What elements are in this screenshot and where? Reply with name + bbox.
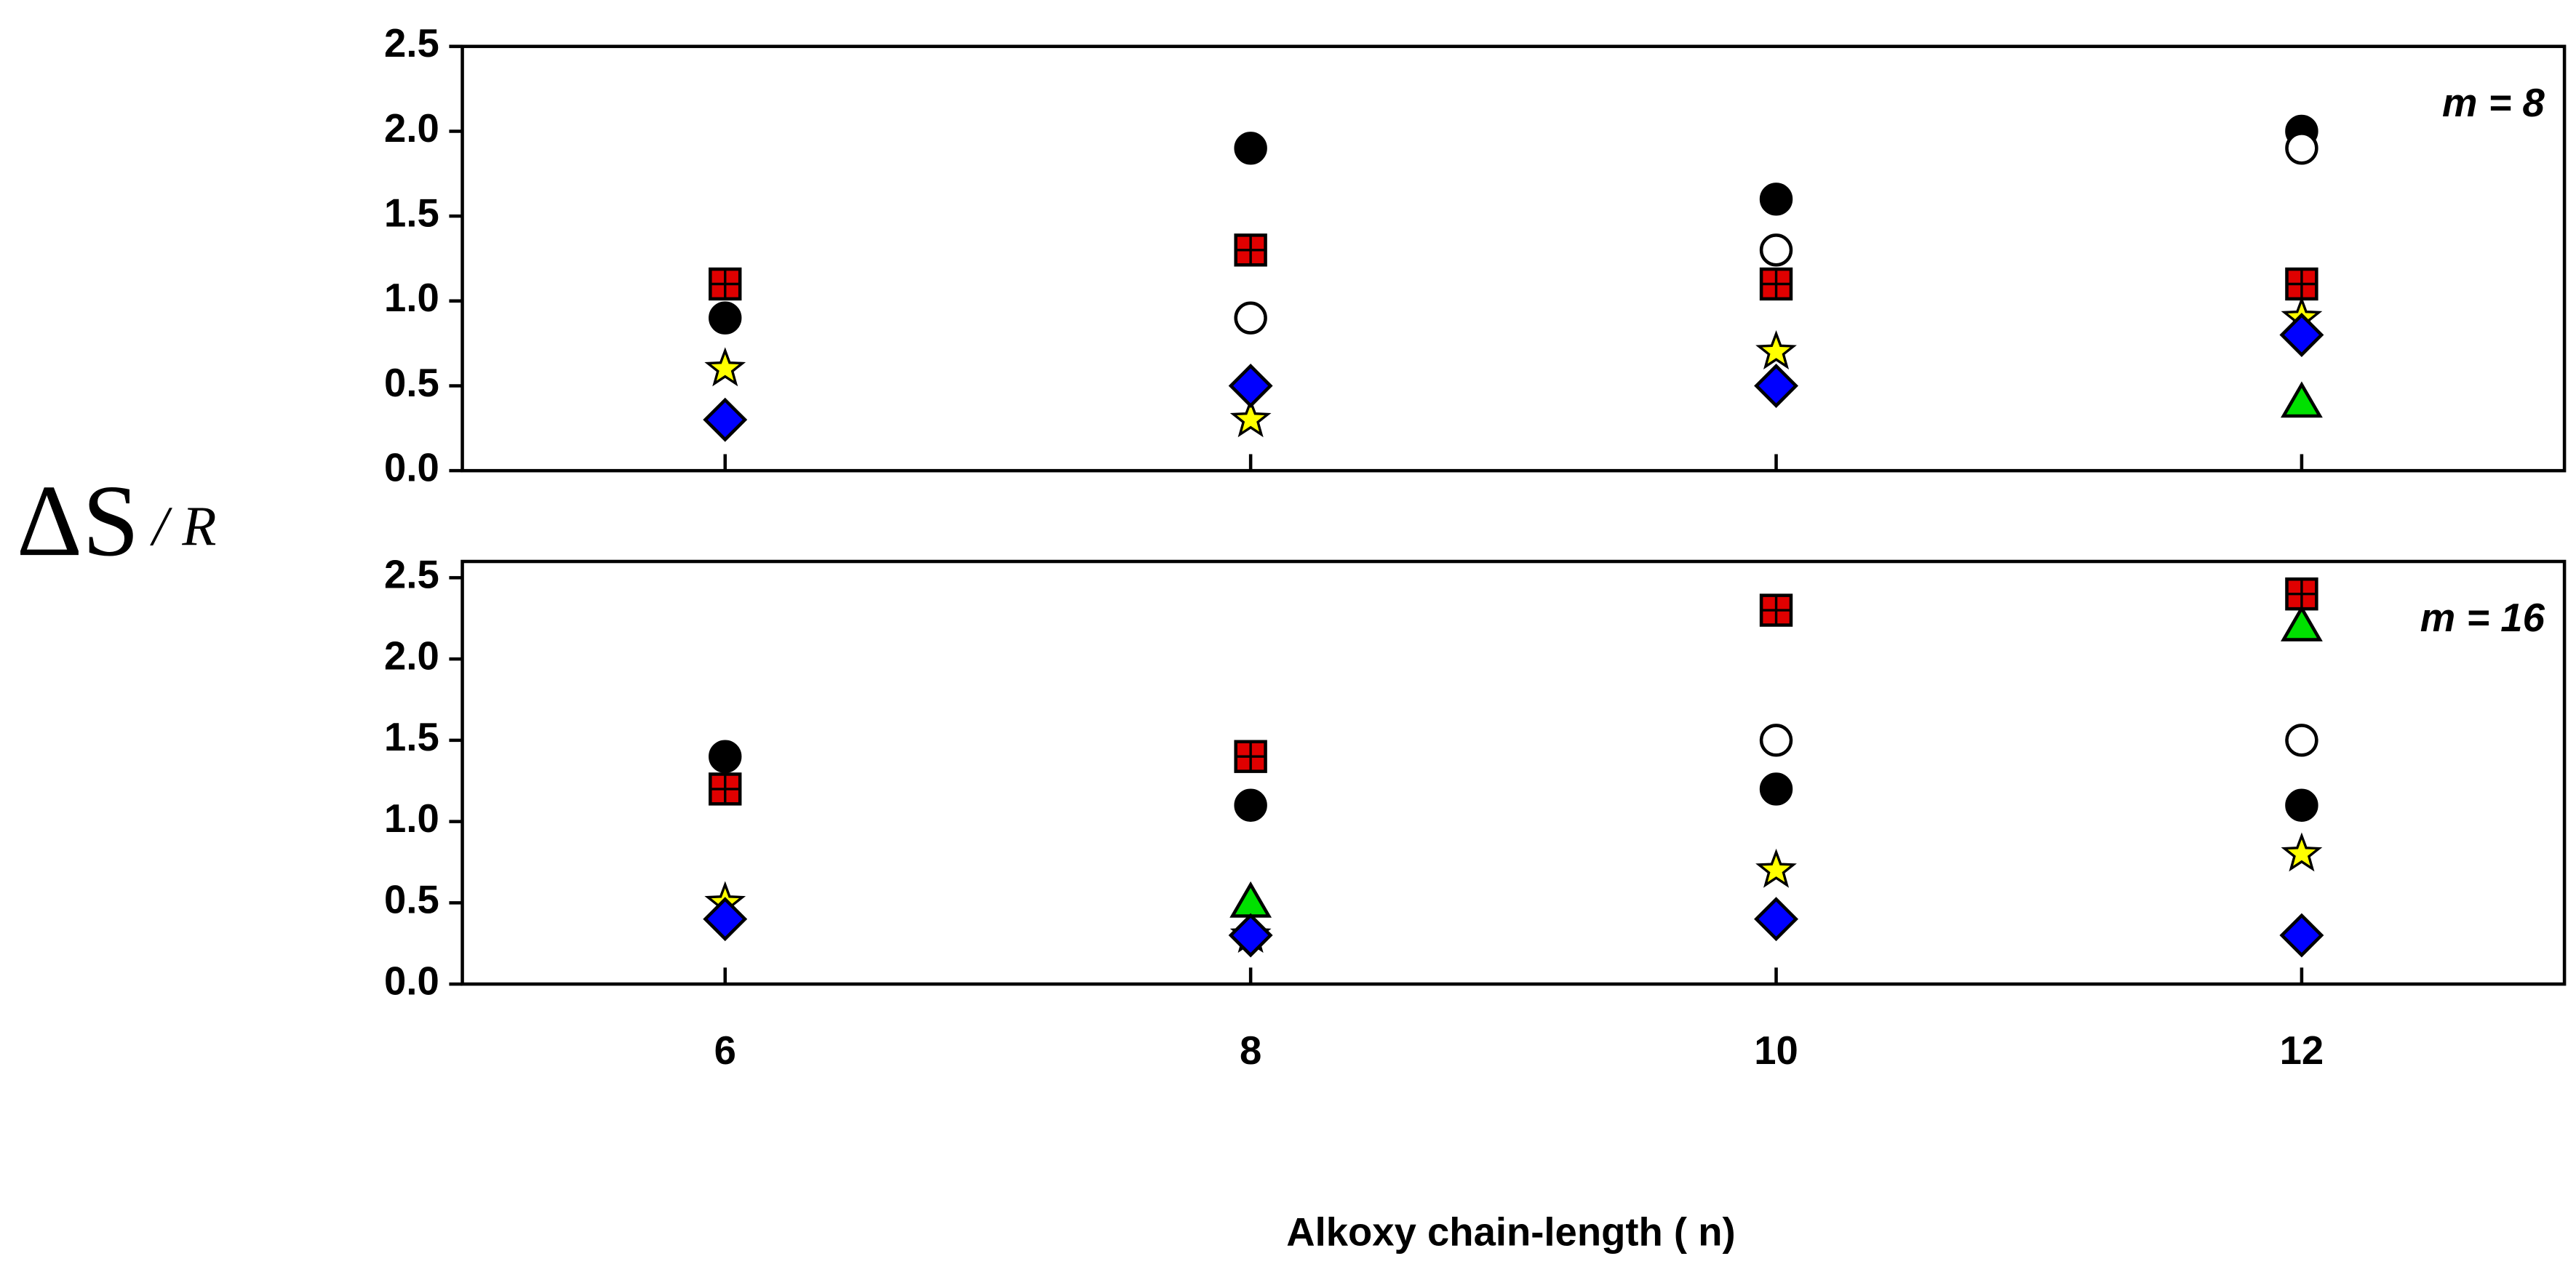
y-tick-label: 1.5 [384,715,439,759]
point [2285,132,2318,165]
y-tick-label: 1.5 [384,191,439,236]
x-tick-label: 8 [1240,1028,1261,1073]
y-tick-label: 2.0 [384,633,439,678]
point [2279,313,2324,357]
y-axis-label: ΔS / R [17,465,217,577]
point [1228,913,1273,958]
point [709,740,742,773]
y-tick-label: 0.5 [384,878,439,922]
y-tick-label: 2.5 [384,553,439,597]
y-tick-label: 2.5 [384,21,439,65]
plot-frame [460,559,2567,986]
point [1234,233,1267,267]
y-tick-label: 0.0 [384,959,439,1003]
point [1228,364,1273,408]
point [1759,233,1793,267]
y-tick-label: 0.5 [384,361,439,405]
x-axis-label: Alkoxy chain-length ( n) [1286,1210,1735,1255]
point [1229,398,1272,438]
point [2281,604,2323,641]
x-tick-label: 12 [2280,1028,2324,1073]
point [1759,772,1793,806]
y-tick-label: 2.0 [384,106,439,151]
point [704,347,746,387]
point [1759,183,1793,216]
point [1234,740,1267,773]
point [2279,913,2324,958]
y-tick-label: 0.0 [384,446,439,490]
plot-frame [460,44,2567,473]
point [2281,381,2323,418]
point [2285,788,2318,822]
point [709,772,742,806]
y-label-sub: / R [150,495,217,557]
x-tick-label: 6 [714,1028,736,1073]
point [703,897,748,942]
x-tick-label: 10 [1754,1028,1798,1073]
point [1754,364,1798,408]
point [1234,301,1267,335]
point [2281,832,2323,872]
point [703,397,748,442]
point [709,267,742,301]
annotation: m = 8 [2442,81,2545,125]
point [709,301,742,335]
point [1754,897,1798,942]
point [1234,132,1267,165]
point [1759,724,1793,757]
point [1229,881,1272,918]
point [2285,267,2318,301]
point [1755,848,1797,888]
y-tick-label: 1.0 [384,276,439,320]
point [1234,788,1267,822]
point [1759,593,1793,627]
point [2285,724,2318,757]
y-label-main: ΔS [17,465,140,577]
point [2285,577,2318,611]
point [1759,267,1793,301]
point [1755,329,1797,369]
annotation: m = 16 [2420,596,2545,640]
y-tick-label: 1.0 [384,796,439,841]
